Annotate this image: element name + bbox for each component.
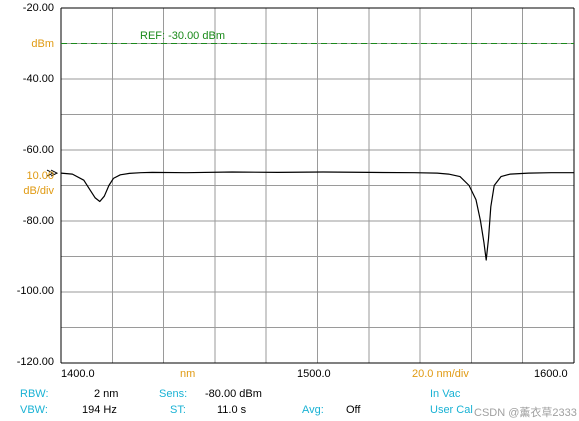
y-tick-label: -120.00 [16, 356, 54, 368]
y-unit-label: dBm [31, 38, 54, 50]
plot-grid [60, 7, 575, 364]
sensitivity-label: Sens: [159, 388, 188, 400]
sweep-time-label: ST: [170, 404, 186, 416]
x-tick-label: 1500.0 [297, 368, 331, 380]
ref-level-arrow-icon [46, 169, 59, 177]
y-tick-label: -60.00 [22, 144, 54, 156]
x-division-label: 20.0 nm/div [412, 368, 469, 380]
average-label: Avg: [302, 404, 324, 416]
reference-level-label: REF: -30.00 dBm [140, 30, 225, 42]
user-cal-indicator: User Cal [430, 404, 473, 416]
watermark: CSDN @薰衣草2333 [474, 407, 577, 419]
scale-value-label: 10.00 [26, 170, 54, 182]
vbw-value: 194 Hz [82, 404, 117, 416]
y-tick-label: -40.00 [22, 73, 54, 85]
average-value: Off [346, 404, 361, 416]
y-tick-label: -100.00 [16, 285, 54, 297]
y-tick-label: -20.00 [22, 2, 54, 14]
sensitivity-value: -80.00 dBm [205, 388, 262, 400]
x-unit-label: nm [180, 368, 196, 380]
x-tick-label: 1400.0 [61, 368, 95, 380]
spectrum-trace [60, 171, 574, 261]
x-tick-label: 1600.0 [534, 368, 568, 380]
y-tick-label: -80.00 [22, 215, 54, 227]
rbw-label: RBW: [20, 388, 49, 400]
scale-unit-label: dB/div [23, 185, 54, 197]
vacuum-indicator: In Vac [430, 388, 461, 400]
vbw-label: VBW: [20, 404, 48, 416]
sweep-time-value: 11.0 s [217, 404, 247, 416]
rbw-value: 2 nm [94, 388, 119, 400]
